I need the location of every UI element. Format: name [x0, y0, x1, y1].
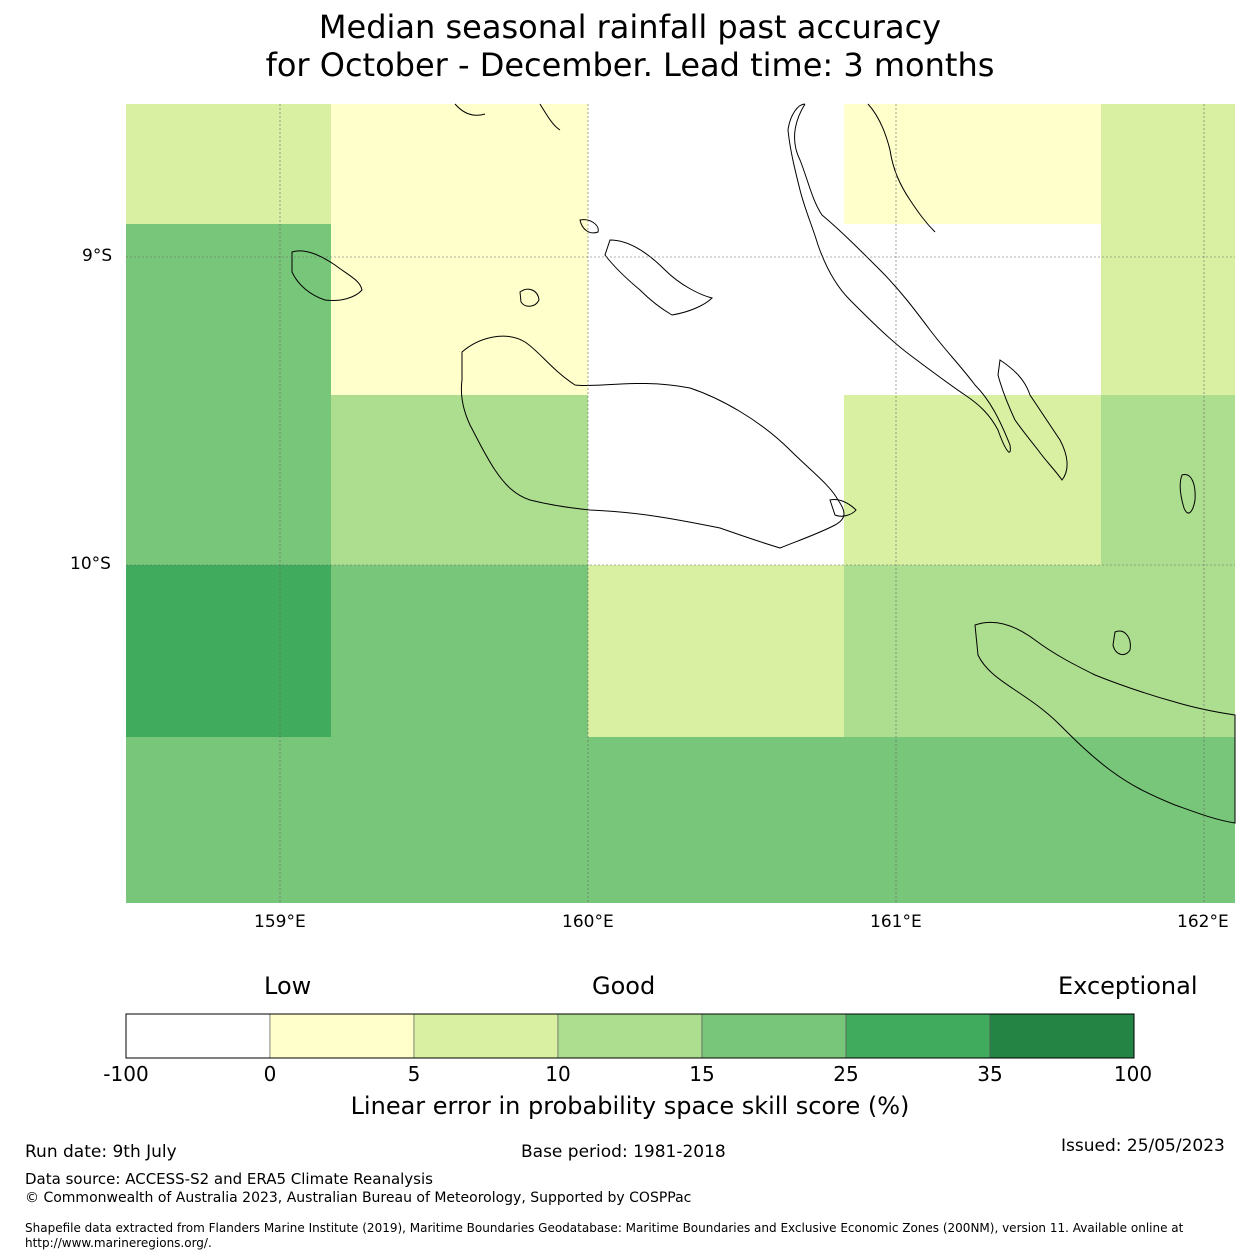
lat-label-10s: 10°S	[70, 554, 111, 574]
base-period: Base period: 1981-2018	[521, 1142, 726, 1162]
grid-cell	[844, 395, 1101, 565]
grid-cell	[588, 224, 844, 395]
coastline-north-islets	[454, 103, 599, 234]
colorbar-tick: 35	[977, 1062, 1003, 1086]
lat-label-9s: 9°S	[82, 246, 113, 266]
coastline-rennell	[974, 621, 1236, 824]
colorbar-tick: -100	[103, 1062, 149, 1086]
grid-cell	[1101, 565, 1235, 737]
grid-cell	[588, 565, 844, 737]
colorbar-tick: 25	[833, 1062, 859, 1086]
grid-cell	[588, 395, 844, 565]
colorbar-tick: 15	[689, 1062, 715, 1086]
grid-cell	[126, 104, 331, 224]
colorbar-category-exceptional: Exceptional	[1058, 972, 1198, 1000]
grid-cell	[126, 737, 331, 903]
coastline-santa-isabel	[787, 103, 1011, 453]
lon-label-161e: 161°E	[870, 912, 922, 932]
colorbar-tick: 5	[407, 1062, 421, 1086]
grid-cell	[844, 737, 1101, 903]
map-title-line1: Median seasonal rainfall past accuracy	[318, 8, 942, 46]
grid-cell	[331, 224, 588, 395]
coastline-russell-islands	[604, 239, 713, 316]
coastline-malaita	[997, 359, 1068, 481]
colorbar-label: Linear error in probability space skill …	[350, 1092, 910, 1120]
coastline-rennell-atoll	[1112, 630, 1131, 656]
skill-grid-cells	[126, 104, 1235, 903]
grid-cell	[1101, 737, 1235, 903]
colorbar-category-good: Good	[592, 972, 656, 1000]
lon-label-159e: 159°E	[254, 912, 306, 932]
coastlines	[291, 103, 1236, 824]
coastline-new-georgia	[291, 250, 363, 301]
colorbar-tick: 10	[545, 1062, 571, 1086]
grid-cell	[844, 224, 1101, 395]
grid-cell	[126, 224, 331, 395]
colorbar-tick: 0	[263, 1062, 277, 1086]
run-date: Run date: 9th July	[25, 1142, 177, 1162]
issued-date: Issued: 25/05/2023	[1061, 1136, 1225, 1156]
grid-cell	[331, 565, 588, 737]
lon-label-162e: 162°E	[1177, 912, 1229, 932]
grid-cell	[844, 565, 1101, 737]
grid-cell	[331, 395, 588, 565]
copyright: © Commonwealth of Australia 2023, Austra…	[25, 1190, 692, 1206]
map-title-line2: for October - December. Lead time: 3 mon…	[265, 46, 995, 84]
graticule	[126, 104, 1235, 903]
grid-cell	[331, 737, 588, 903]
lon-label-160e: 160°E	[562, 912, 614, 932]
coastline-florida-islands	[829, 499, 857, 517]
coastline-savo	[519, 288, 540, 307]
data-source: Data source: ACCESS-S2 and ERA5 Climate …	[25, 1170, 433, 1188]
grid-cell	[126, 395, 331, 565]
grid-cell	[1101, 395, 1235, 565]
colorbar-tick: 100	[1113, 1062, 1153, 1086]
shapefile-credit: Shapefile data extracted from Flanders M…	[25, 1221, 1184, 1250]
coastline-choiseul-tip	[867, 103, 936, 233]
grid-cell	[331, 104, 588, 224]
grid-cell	[844, 104, 1101, 224]
coastline-guadalcanal	[460, 335, 845, 549]
colorbar-category-low: Low	[264, 972, 312, 1000]
grid-cell	[126, 565, 331, 737]
coastline-ulawa	[1179, 474, 1196, 514]
grid-cell	[588, 737, 844, 903]
grid-cell	[1101, 104, 1235, 224]
grid-cell	[588, 104, 844, 224]
grid-cell	[1101, 224, 1235, 395]
